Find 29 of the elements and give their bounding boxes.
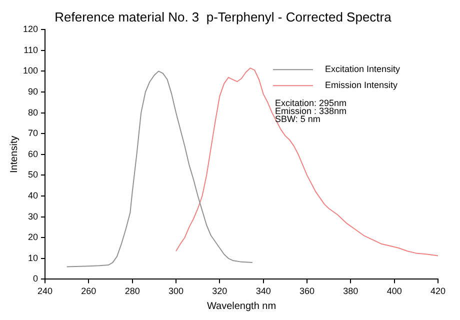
legend-label: Emission Intensity — [325, 80, 398, 90]
y-axis-title: Intensity — [8, 136, 20, 174]
y-tick-label: 100 — [22, 66, 38, 76]
y-tick-label: 30 — [28, 211, 38, 222]
x-tick-label: 240 — [38, 286, 53, 296]
y-tick-label: 0 — [33, 274, 38, 284]
legend-label: Excitation Intensity — [325, 64, 401, 74]
y-tick-label: 50 — [28, 170, 38, 180]
x-tick-label: 260 — [81, 286, 96, 296]
x-axis-title: Wavelength nm — [206, 300, 276, 312]
x-tick-label: 380 — [343, 286, 358, 296]
y-tick-label: 10 — [28, 252, 38, 263]
y-tick-label: 70 — [28, 128, 38, 138]
y-tick-label: 20 — [28, 232, 38, 242]
y-tick-label: 110 — [24, 44, 38, 55]
x-tick-label: 300 — [168, 286, 184, 296]
x-tick-label: 280 — [124, 286, 140, 296]
y-tick-label: 80 — [28, 107, 38, 118]
x-tick-label: 360 — [299, 286, 315, 296]
x-tick-label: 320 — [212, 286, 228, 296]
y-tick-label: 40 — [28, 190, 38, 200]
y-tick-label: 60 — [28, 148, 38, 159]
y-tick-label: 120 — [22, 24, 38, 34]
chart-title: Reference material No. 3 p-Terphenyl - Corrected Spectra — [54, 9, 392, 24]
x-tick-label: 340 — [256, 286, 271, 296]
x-tick-label: 420 — [430, 286, 446, 296]
annotation: Excitation: 295nm Emission : 338nm SBW: 5 nm — [275, 98, 347, 124]
y-tick-label: 90 — [28, 86, 38, 96]
x-tick-label: 400 — [386, 286, 402, 296]
